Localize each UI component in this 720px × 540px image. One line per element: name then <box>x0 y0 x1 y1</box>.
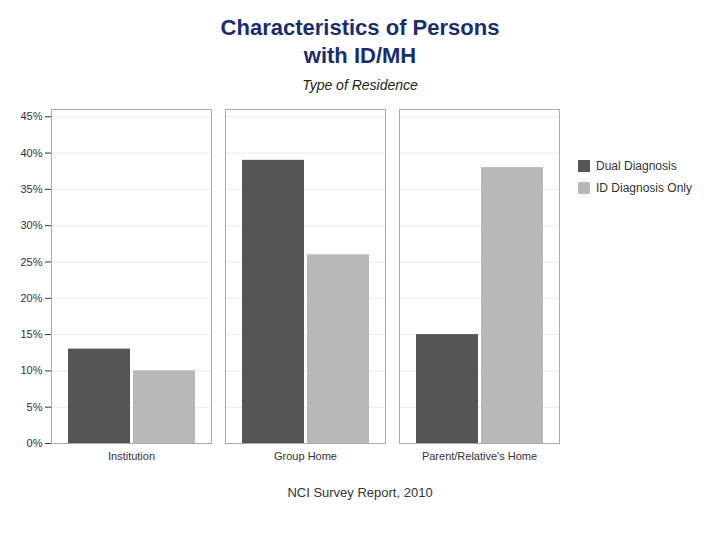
svg-text:30%: 30% <box>20 219 42 231</box>
html-text:Dual Diagnosis: Dual Diagnosis <box>596 159 677 173</box>
svg-text:20%: 20% <box>20 292 42 304</box>
svg-text:Parent/Relative's Home: Parent/Relative's Home <box>422 450 537 462</box>
svg-text:25%: 25% <box>20 255 42 267</box>
svg-text:Group Home: Group Home <box>274 450 337 462</box>
svg-text:15%: 15% <box>20 328 42 340</box>
html-text:NCI Survey Report, 2010: NCI Survey Report, 2010 <box>287 485 433 500</box>
svg-text:0%: 0% <box>27 437 43 449</box>
svg-text:45%: 45% <box>20 110 42 122</box>
html-text:Characteristics of Persons wit: Characteristics of Persons with ID/MH <box>220 15 500 68</box>
html-text:ID Diagnosis Only: ID Diagnosis Only <box>596 181 692 195</box>
svg-text:Institution: Institution <box>108 450 155 462</box>
html-text:Type of Residence: Type of Residence <box>302 77 418 93</box>
svg-text:40%: 40% <box>20 147 42 159</box>
svg-text:35%: 35% <box>20 183 42 195</box>
svg-text:10%: 10% <box>20 364 42 376</box>
svg-text:5%: 5% <box>27 401 43 413</box>
